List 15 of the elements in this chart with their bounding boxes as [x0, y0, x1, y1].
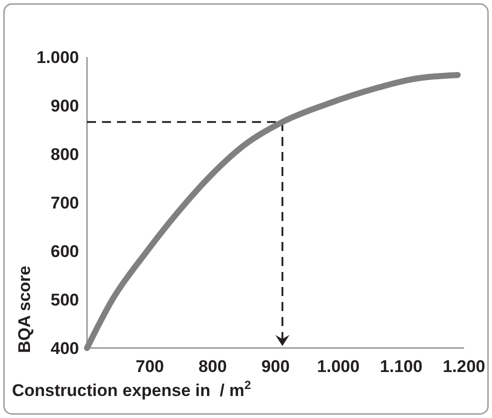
- x-axis-title: Construction expense in / m$^{2}$: [12, 378, 252, 400]
- x-tick-label: 900: [261, 357, 290, 376]
- y-tick-label: 800: [50, 144, 79, 164]
- x-tick-label: 700: [136, 357, 164, 376]
- x-tick-label: 1.100: [380, 357, 422, 376]
- y-tick-label: 900: [50, 96, 79, 116]
- x-tick-label: 1.200: [442, 357, 486, 376]
- y-tick-label: 700: [50, 193, 79, 212]
- y-tick-label: 1.000: [36, 48, 79, 67]
- x-tick-label: 800: [198, 357, 227, 376]
- y-tick-label: 600: [50, 242, 79, 261]
- y-tick-label: 400: [50, 338, 79, 358]
- y-axis-title: BQA score: [15, 266, 34, 353]
- x-tick-label: 1.000: [317, 357, 360, 376]
- y-tick-label: 500: [50, 290, 79, 310]
